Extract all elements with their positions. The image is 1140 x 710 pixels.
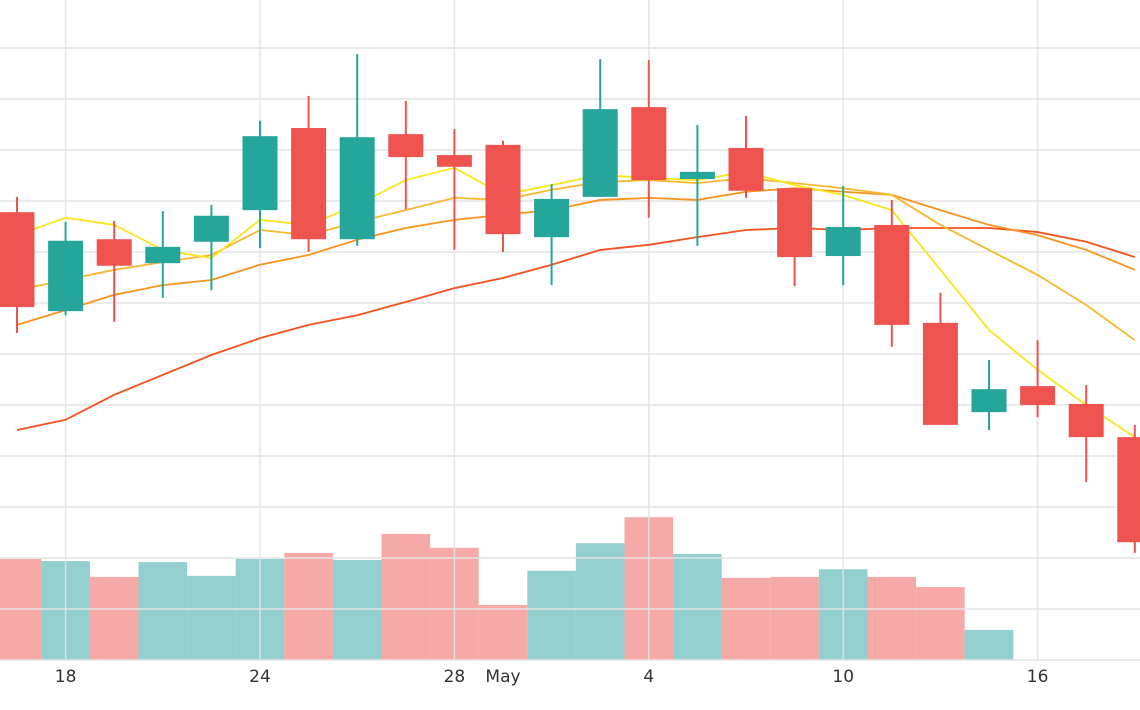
x-tick-label: 16	[1027, 667, 1049, 687]
candle-body	[291, 128, 327, 240]
volume-bar	[381, 534, 431, 660]
moving-average-line	[16, 177, 1136, 341]
x-tick-label: 10	[832, 667, 854, 687]
candle-body	[874, 224, 910, 325]
x-tick-label: 18	[55, 667, 77, 687]
volume-bar	[721, 577, 771, 660]
candle-body	[1117, 437, 1140, 543]
x-tick-label: 24	[249, 667, 271, 687]
candle-body	[193, 215, 229, 242]
volume-bar	[478, 604, 528, 660]
candle-body	[388, 134, 424, 158]
candle-body	[96, 239, 132, 266]
candle-body	[825, 226, 861, 257]
candle-body	[631, 107, 667, 181]
x-tick-label: 4	[643, 667, 654, 687]
volume-bar	[770, 576, 819, 660]
moving-average-line	[16, 166, 1136, 438]
volume-bar	[138, 562, 188, 660]
candle-body	[728, 147, 764, 191]
candle-body	[1020, 386, 1056, 405]
candle-body	[582, 109, 618, 197]
x-tick-label: 28	[444, 667, 466, 687]
volume-bar	[673, 553, 722, 660]
candle-body	[534, 198, 570, 238]
volume-bar	[867, 576, 917, 660]
moving-average-line	[16, 187, 1136, 326]
candle-body	[242, 136, 278, 211]
volume-bar	[187, 575, 236, 660]
volume-bar	[964, 629, 1014, 660]
candle-body	[145, 246, 181, 264]
candle-body	[971, 389, 1007, 413]
volume-bar	[332, 560, 382, 660]
candle-body	[679, 171, 715, 180]
candle-body	[0, 212, 35, 308]
candle-body	[485, 144, 521, 235]
volume-bar	[527, 570, 576, 660]
volume-bar	[916, 587, 965, 660]
candle-body	[922, 322, 958, 425]
volume-bar	[284, 552, 333, 660]
x-tick-label: May	[485, 667, 520, 687]
candle-body	[777, 188, 813, 258]
moving-average-line	[16, 227, 1136, 431]
candle-body	[339, 137, 375, 240]
candle-body	[1068, 403, 1104, 438]
candle-body	[436, 155, 472, 167]
volume-bar	[575, 543, 625, 660]
candle-body	[48, 240, 84, 312]
volume-bar	[89, 576, 139, 660]
